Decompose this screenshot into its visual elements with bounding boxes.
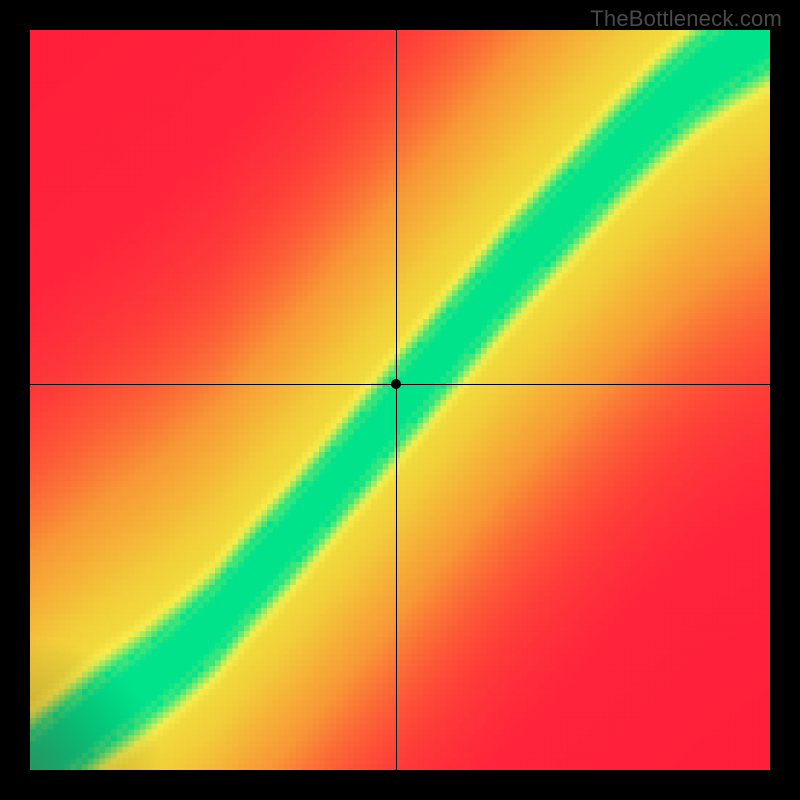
chart-container: TheBottleneck.com (0, 0, 800, 800)
heatmap-canvas (30, 30, 770, 770)
crosshair-marker (391, 379, 401, 389)
plot-area (30, 30, 770, 770)
crosshair-vertical (396, 30, 397, 770)
watermark-text: TheBottleneck.com (590, 6, 782, 32)
